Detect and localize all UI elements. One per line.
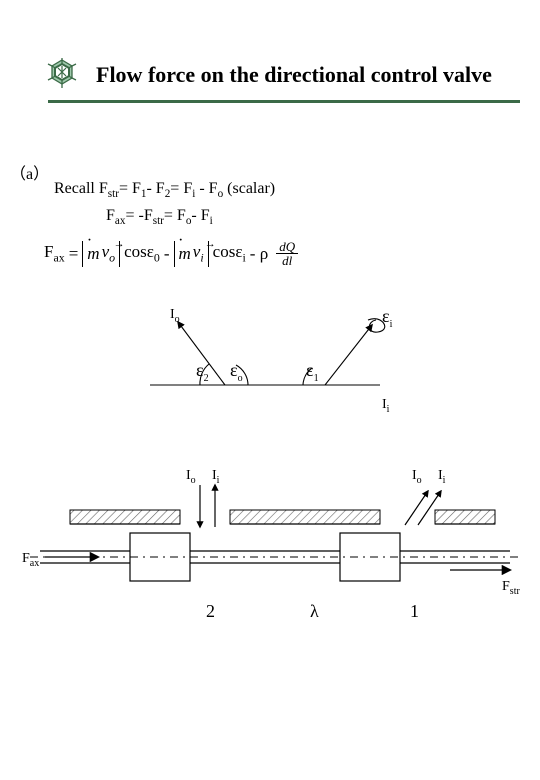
- svg-text:εo: εo: [230, 360, 243, 384]
- valve-diagram: Fax Fstr Io Ii Io Ii 2 λ 1: [10, 455, 530, 645]
- svg-text:Io: Io: [170, 307, 180, 325]
- recall-line1: Recall Fstr= F1- F2= Fi - Fo (scalar): [54, 180, 275, 197]
- dq-dl-fraction: dQ dl: [276, 240, 298, 267]
- recall-line2: Fax= -Fstr= Fo- Fi: [106, 207, 213, 224]
- section-label-a: （a）: [10, 160, 49, 184]
- recall-equations: Recall Fstr= F1- F2= Fi - Fo (scalar) Fa…: [54, 178, 275, 232]
- port-label-2: 2: [206, 601, 215, 621]
- page-title: Flow force on the directional control va…: [96, 62, 492, 88]
- svg-text:Ii: Ii: [212, 468, 220, 486]
- abs-m-vi: m → vi: [174, 241, 209, 267]
- label-fax: Fax: [22, 551, 39, 569]
- label-fstr: Fstr: [502, 579, 520, 597]
- svg-text:Ii: Ii: [438, 468, 446, 486]
- port-label-1: 1: [410, 601, 419, 621]
- svg-text:Io: Io: [186, 468, 196, 486]
- svg-text:ε2: ε2: [196, 360, 209, 384]
- svg-text:Io: Io: [412, 468, 422, 486]
- angle-diagram: Io εi ε2 εo ε1 Ii: [130, 300, 430, 440]
- lambda-label: λ: [310, 601, 319, 621]
- svg-text:εi: εi: [382, 306, 393, 330]
- svg-text:ε1: ε1: [306, 360, 319, 384]
- fax-equation: Fax = m → vo cosε0 - m → vi cosεi - ρ dQ…: [44, 240, 298, 267]
- title-underline: [48, 100, 520, 103]
- svg-text:Ii: Ii: [382, 397, 390, 415]
- abs-m-vo: m → vo: [82, 241, 120, 267]
- header-logo-icon: [40, 58, 84, 96]
